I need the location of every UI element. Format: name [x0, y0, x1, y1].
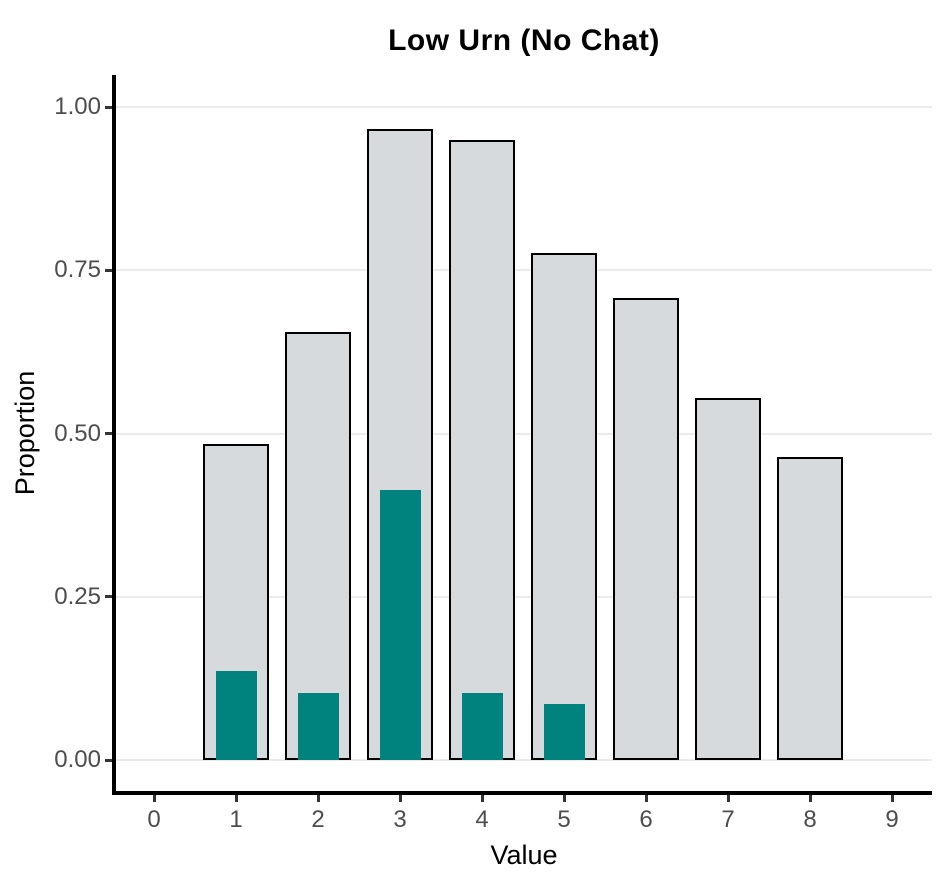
major-gridline	[116, 106, 932, 108]
x-tick-label: 3	[393, 806, 407, 833]
y-axis-tick	[105, 758, 112, 762]
y-tick-label: 0.75	[54, 256, 101, 284]
y-tick-label: 1.00	[54, 93, 101, 120]
y-tick-label: 0.25	[54, 582, 101, 610]
overall-proportion-bar	[695, 398, 761, 760]
x-tick-label: 8	[803, 806, 817, 833]
x-tick-label: 1	[229, 806, 243, 833]
overall-proportion-bar	[531, 253, 597, 760]
x-axis-tick	[726, 795, 730, 802]
x-axis-tick	[644, 795, 648, 802]
x-tick-label: 9	[885, 806, 899, 833]
x-tick-label: 0	[147, 806, 161, 833]
y-axis-tick	[105, 268, 112, 272]
highlight-proportion-bar	[543, 703, 585, 760]
x-tick-label: 6	[639, 806, 653, 833]
y-axis-tick	[105, 105, 112, 109]
chart-title: Low Urn (No Chat)	[388, 24, 660, 57]
major-gridline	[116, 759, 932, 761]
y-axis-tick	[105, 432, 112, 435]
x-axis-tick	[234, 795, 238, 802]
major-gridline	[116, 595, 932, 598]
highlight-proportion-bar	[461, 692, 503, 760]
x-axis-tick	[398, 795, 402, 802]
x-axis-tick	[808, 795, 812, 802]
major-gridline	[116, 432, 932, 435]
y-tick-label: 0.50	[54, 419, 101, 447]
x-axis-title: Value	[490, 840, 558, 870]
x-tick-label: 7	[721, 806, 735, 833]
x-axis-tick	[316, 795, 320, 802]
overall-proportion-bar	[613, 297, 679, 760]
plot-panel	[112, 75, 932, 795]
x-axis-tick	[890, 795, 894, 802]
overall-proportion-bar	[285, 332, 351, 760]
x-axis-tick	[480, 795, 484, 802]
y-axis-tick	[105, 595, 112, 599]
x-tick-label: 5	[557, 806, 571, 833]
overall-proportion-bar	[777, 457, 843, 760]
y-tick-label: 0.00	[54, 746, 101, 773]
highlight-proportion-bar	[379, 489, 421, 760]
major-gridline	[116, 269, 932, 272]
highlight-proportion-bar	[297, 692, 339, 760]
x-axis-tick	[152, 795, 156, 802]
overall-proportion-bar	[449, 139, 515, 760]
x-tick-label: 4	[475, 806, 489, 833]
x-tick-label: 2	[311, 806, 325, 833]
highlight-proportion-bar	[215, 671, 257, 760]
x-axis-tick	[562, 795, 566, 802]
